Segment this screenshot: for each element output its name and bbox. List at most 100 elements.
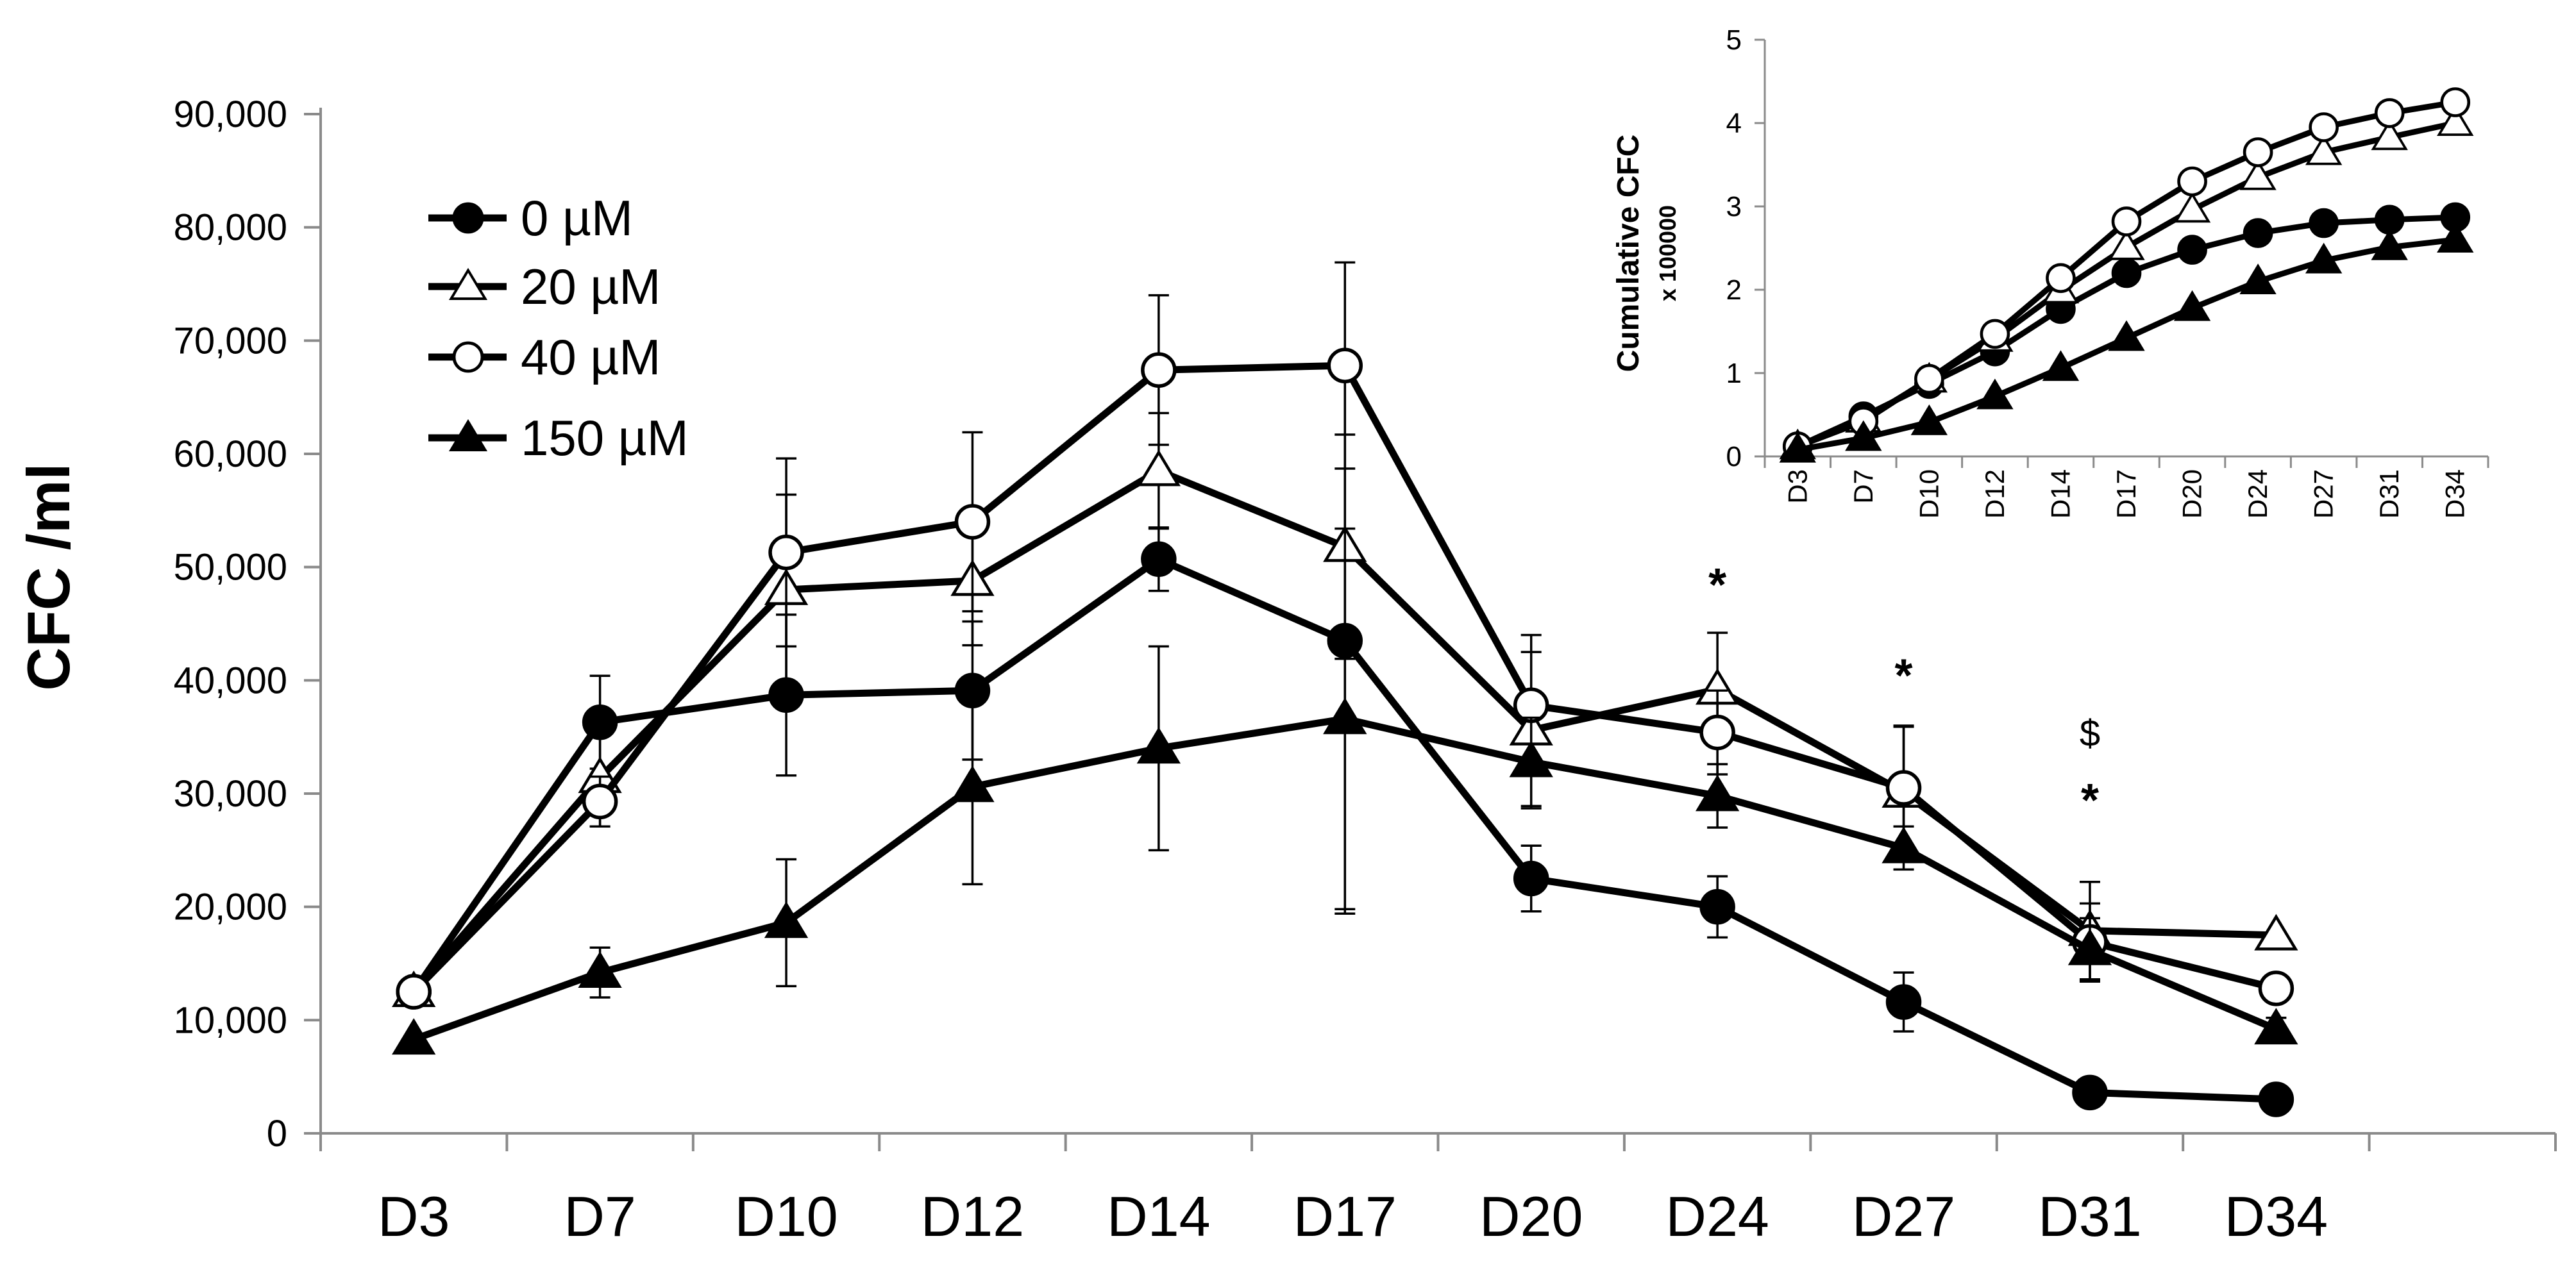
main-data-point bbox=[954, 504, 991, 540]
inset-data-point bbox=[2173, 290, 2211, 321]
main-y-tick-label: 60,000 bbox=[174, 433, 287, 475]
inset-data-point bbox=[2305, 134, 2343, 165]
inset-x-tick-label: D17 bbox=[2111, 469, 2141, 519]
main-y-axis-label: CFC /ml bbox=[15, 463, 82, 690]
main-x-tick-label: D34 bbox=[2225, 1185, 2328, 1248]
legend-item: 0 µM bbox=[428, 190, 633, 246]
inset-data-point bbox=[2177, 235, 2207, 265]
main-data-point bbox=[582, 783, 618, 820]
main-data-point bbox=[1513, 860, 1549, 897]
main-x-tick-label: D14 bbox=[1107, 1185, 1210, 1248]
main-data-point bbox=[1323, 697, 1367, 735]
main-data-point bbox=[1513, 687, 1549, 723]
main-y-tick-label: 40,000 bbox=[174, 660, 287, 701]
inset-x-tick-label: D34 bbox=[2440, 469, 2470, 519]
main-data-point bbox=[1509, 740, 1553, 778]
significance-marker: * bbox=[1708, 560, 1726, 611]
inset-data-point bbox=[2243, 137, 2273, 167]
inset-x-tick-label: D31 bbox=[2374, 469, 2404, 519]
main-data-point bbox=[396, 974, 432, 1010]
main-data-point bbox=[1695, 774, 1740, 812]
inset-data-point bbox=[2042, 350, 2080, 381]
main-x-tick-label: D7 bbox=[564, 1185, 636, 1248]
main-data-point bbox=[1136, 449, 1181, 487]
inset-data-point bbox=[2374, 98, 2405, 128]
inset-x-tick-label: D27 bbox=[2309, 469, 2339, 519]
main-y-tick-label: 70,000 bbox=[174, 320, 287, 362]
inset-data-point bbox=[2108, 320, 2145, 351]
main-y-tick-label: 30,000 bbox=[174, 773, 287, 815]
significance-marker: * bbox=[2081, 775, 2099, 826]
inset-y-tick-label: 4 bbox=[1726, 108, 1742, 139]
main-data-point bbox=[2258, 971, 2294, 1006]
inset-data-point bbox=[2239, 159, 2277, 190]
inset-x-tick-label: D3 bbox=[1782, 469, 1812, 504]
inset-y-axis-sublabel: x 100000 bbox=[1654, 205, 1681, 301]
inset-y-tick-label: 2 bbox=[1726, 274, 1742, 306]
main-y-tick-label: 50,000 bbox=[174, 547, 287, 588]
main-data-point bbox=[1885, 770, 1922, 806]
inset-data-point bbox=[2309, 112, 2339, 142]
inset-chart: Cumulative CFC x 100000 0 1 2 3 4 5 D3 D7 D10 D12… bbox=[1612, 24, 2489, 519]
legend-marker bbox=[448, 267, 488, 300]
significance-marker: $ bbox=[2080, 712, 2100, 754]
main-x-tick-label: D31 bbox=[2038, 1185, 2141, 1248]
inset-data-point bbox=[2243, 218, 2273, 248]
main-data-point bbox=[764, 901, 809, 938]
inset-data-point bbox=[1976, 378, 2014, 410]
inset-data-point bbox=[1779, 431, 1816, 463]
inset-x-tick-label: D20 bbox=[2177, 469, 2207, 519]
main-y-tick-label: 0 bbox=[267, 1113, 287, 1154]
main-data-point bbox=[1699, 714, 1735, 751]
main-data-point bbox=[1699, 888, 1735, 925]
inset-x-tick-label: D14 bbox=[2045, 469, 2075, 519]
inset-y-tick-label: 3 bbox=[1726, 191, 1742, 222]
legend-marker bbox=[452, 202, 484, 234]
main-data-point bbox=[2254, 1008, 2298, 1045]
main-y-tick-label: 80,000 bbox=[174, 207, 287, 249]
main-y-tick-label: 90,000 bbox=[174, 94, 287, 135]
inset-data-point bbox=[2371, 119, 2408, 151]
inset-data-point bbox=[1845, 420, 1882, 451]
main-series bbox=[392, 261, 2298, 1117]
inset-data-point bbox=[1980, 319, 2010, 349]
main-data-point bbox=[1885, 984, 1922, 1020]
main-data-point bbox=[578, 951, 622, 988]
main-x-tick-label: D12 bbox=[921, 1185, 1024, 1248]
legend-marker bbox=[452, 341, 484, 373]
inset-data-point bbox=[1914, 363, 1944, 394]
inset-axes: 0 1 2 3 4 5 D3 D7 D10 D12 D14 D17 D20 D24 D27 D31 D34 bbox=[1726, 24, 2489, 519]
main-data-point bbox=[1141, 541, 1177, 578]
main-x-tick-label: D3 bbox=[378, 1185, 450, 1248]
inset-data-point bbox=[2374, 204, 2405, 235]
inset-x-tick-label: D10 bbox=[1914, 469, 1944, 519]
inset-x-tick-label: D24 bbox=[2243, 469, 2273, 519]
main-data-point bbox=[392, 1018, 436, 1055]
inset-data-point bbox=[2111, 206, 2142, 237]
legend-item: 20 µM bbox=[428, 258, 661, 315]
main-legend: 0 µM 20 µM 40 µM 150 µM bbox=[428, 190, 689, 466]
inset-data-point bbox=[2046, 263, 2076, 294]
main-data-point bbox=[2067, 928, 2112, 965]
significance-marker: * bbox=[1895, 651, 1913, 702]
main-data-point bbox=[1136, 727, 1181, 764]
inset-data-point bbox=[2177, 166, 2207, 197]
legend-label: 150 µM bbox=[521, 410, 689, 466]
inset-y-axis-label: Cumulative CFC bbox=[1612, 135, 1646, 372]
inset-data-point bbox=[2111, 258, 2142, 288]
inset-data-point bbox=[2108, 229, 2145, 260]
inset-data-point bbox=[2173, 192, 2211, 223]
main-data-point bbox=[2254, 913, 2298, 951]
main-x-tick-label: D27 bbox=[1852, 1185, 1955, 1248]
inset-y-tick-label: 1 bbox=[1726, 358, 1742, 389]
inset-x-tick-label: D7 bbox=[1848, 469, 1878, 504]
legend-item: 40 µM bbox=[428, 329, 661, 385]
main-data-point bbox=[768, 534, 804, 571]
main-chart: CFC /ml 0 10,000 20,000 30,000 40,000 50,000 6… bbox=[15, 94, 2557, 1248]
main-x-tick-label: D24 bbox=[1665, 1185, 1769, 1248]
inset-y-tick-label: 0 bbox=[1726, 441, 1742, 472]
inset-data-point bbox=[2305, 242, 2343, 274]
main-data-point bbox=[950, 765, 995, 803]
legend-item: 150 µM bbox=[428, 410, 689, 466]
